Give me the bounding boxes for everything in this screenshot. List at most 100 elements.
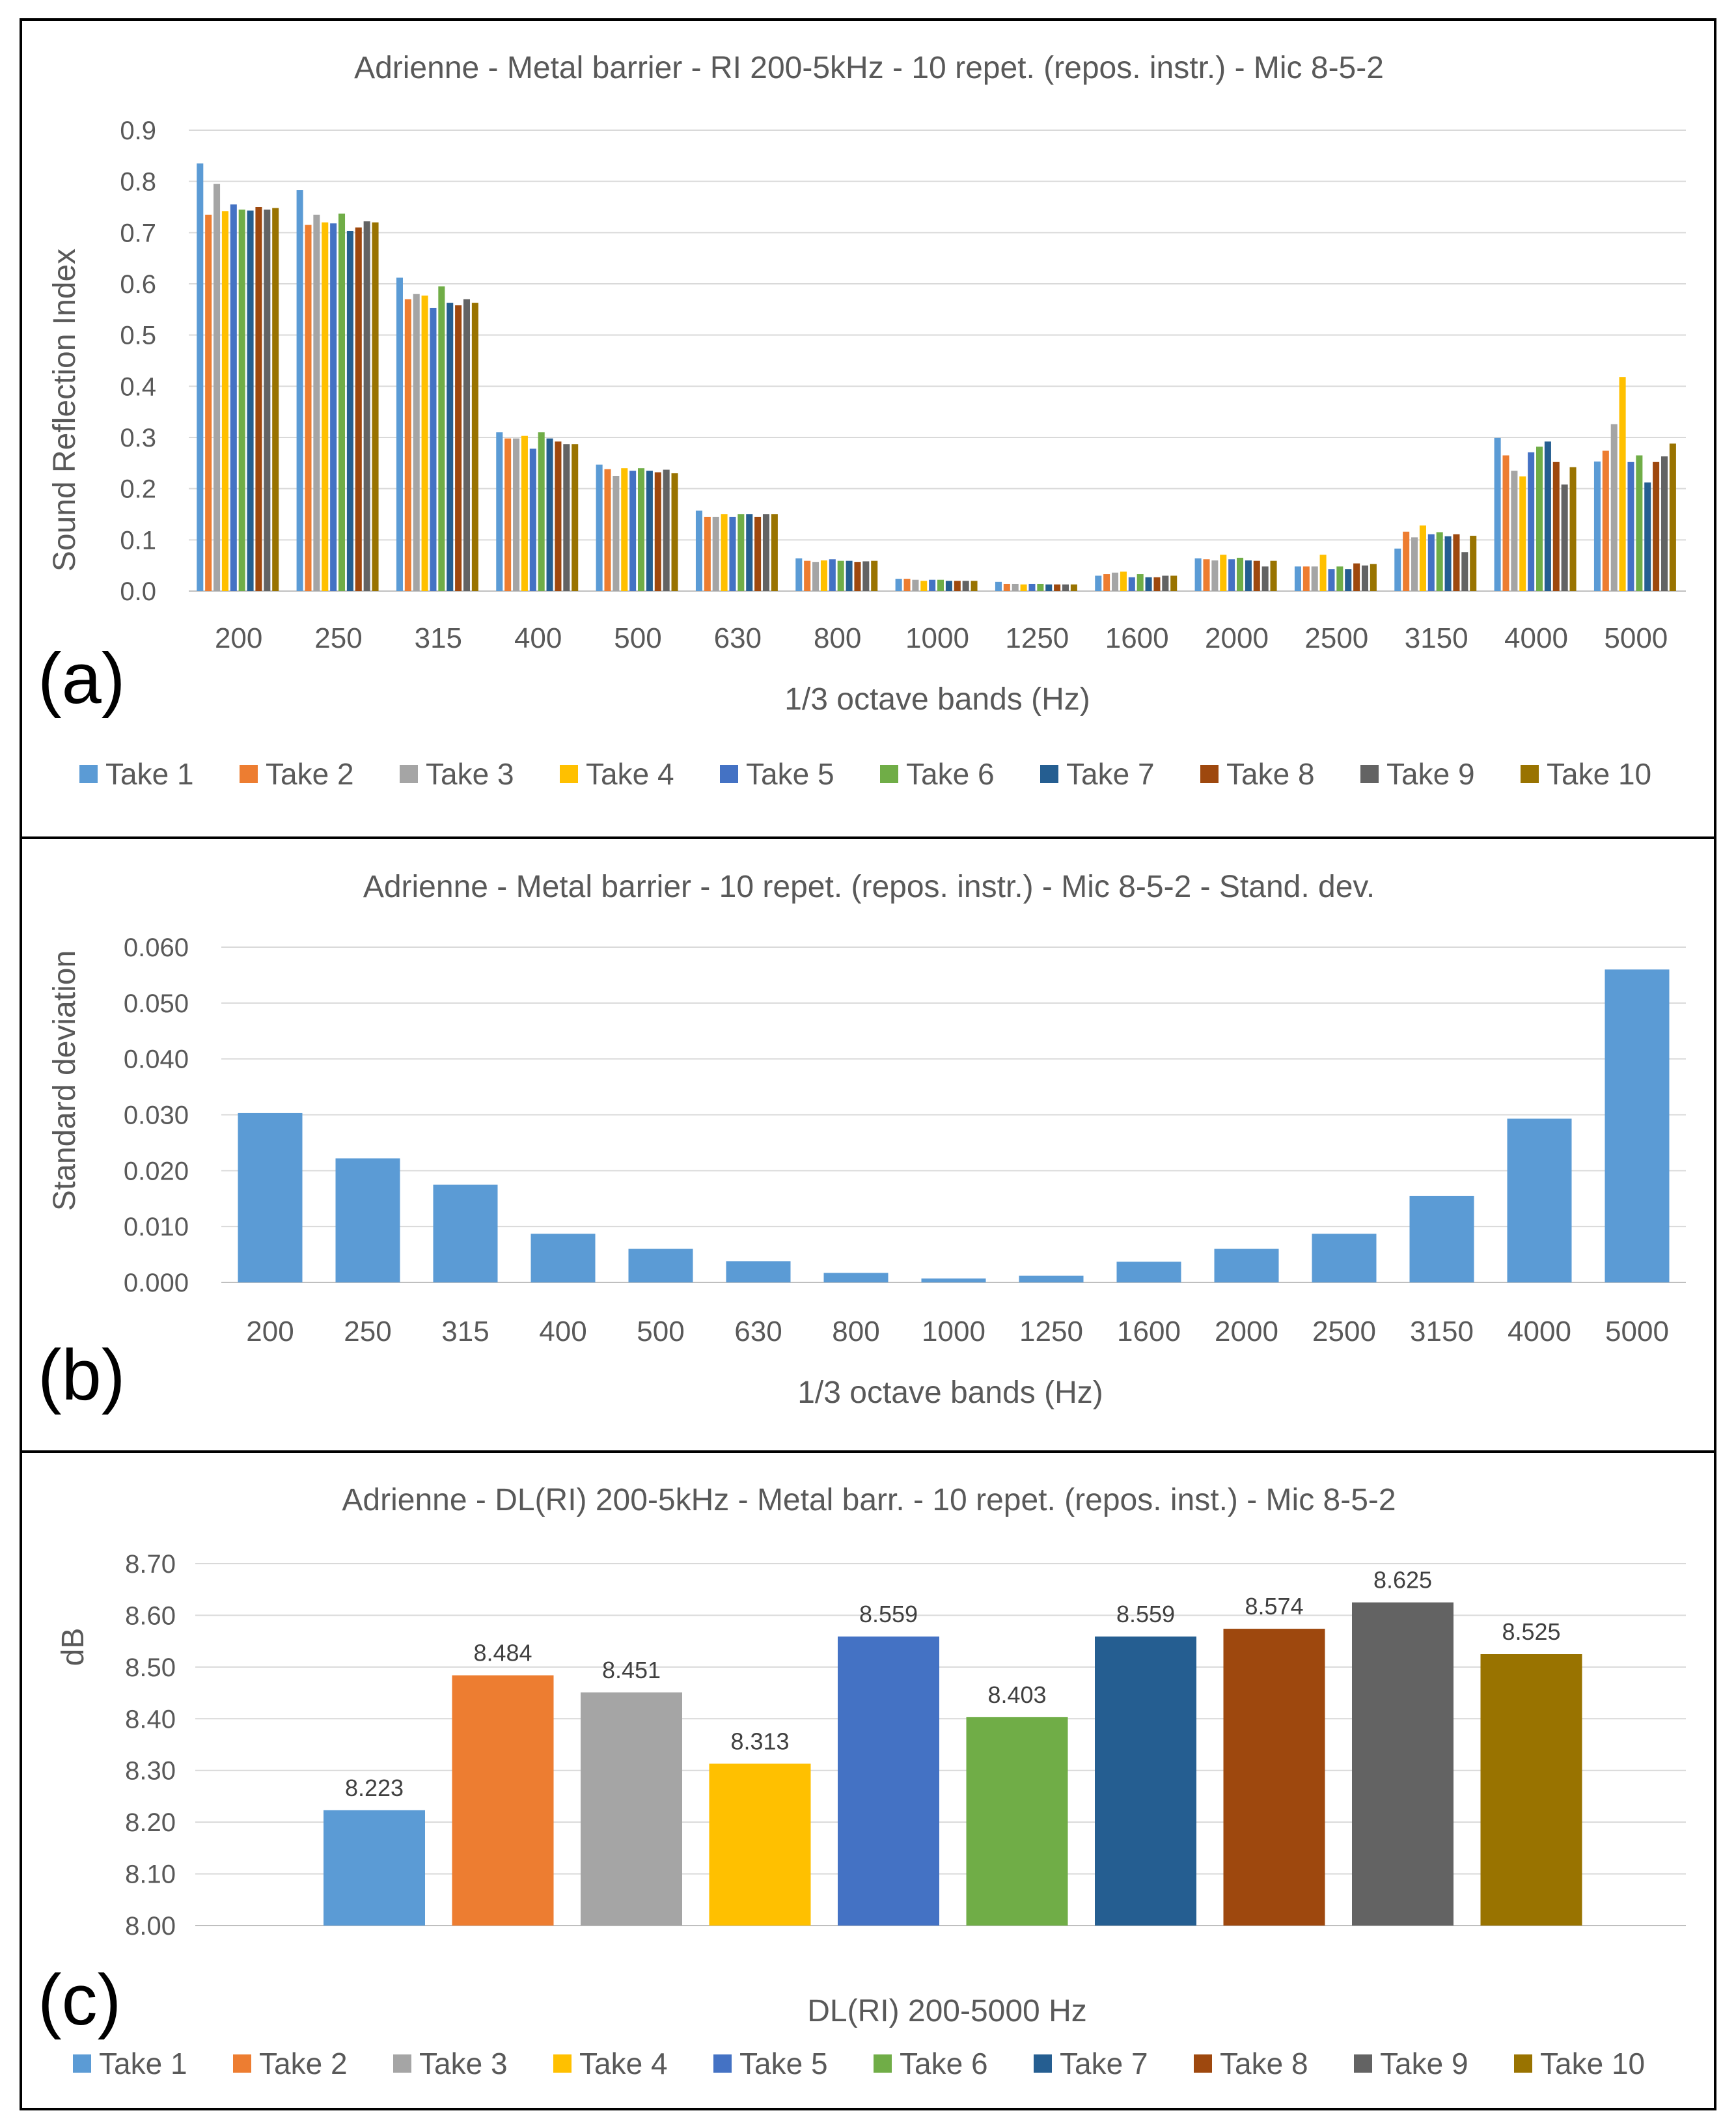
std-dev-bar <box>823 1273 889 1282</box>
std-dev-bar <box>1214 1249 1279 1282</box>
legend-label: Take 4 <box>579 2047 668 2080</box>
bar-take-9 <box>563 444 570 591</box>
bar-take-7 <box>1095 1636 1196 1926</box>
bar-take-10 <box>1569 467 1577 591</box>
legend-label: Take 6 <box>900 2047 988 2080</box>
bar-take-2 <box>1103 574 1110 591</box>
bar-take-8 <box>754 516 762 591</box>
bar-take-1 <box>1194 558 1202 591</box>
bar-take-9 <box>1162 575 1169 591</box>
bar-take-2 <box>452 1675 554 1926</box>
category-label: 200 <box>246 1316 294 1347</box>
bar-take-6 <box>1536 447 1543 591</box>
category-label: 3150 <box>1405 622 1468 654</box>
legend-label: Take 9 <box>1386 757 1475 791</box>
y-tick-label: 0.2 <box>120 475 156 504</box>
bar-take-10 <box>1480 1654 1582 1926</box>
category-label: 2500 <box>1304 622 1368 654</box>
legend-label: Take 5 <box>746 757 834 791</box>
y-tick-label: 0.6 <box>120 270 156 299</box>
legend-label: Take 1 <box>105 757 194 791</box>
bar-take-7 <box>1644 482 1651 591</box>
chart-a-title: Adrienne - Metal barrier - RI 200-5kHz -… <box>354 51 1384 85</box>
chart-b-xlabel: 1/3 octave bands (Hz) <box>797 1375 1103 1410</box>
category-label: 250 <box>344 1316 391 1347</box>
chart-a-category-labels: 200 250 315 400 500 630 800 1000 1250 1600 2000 250… <box>215 622 1668 654</box>
category-label: 5000 <box>1605 1316 1669 1347</box>
y-tick-label: 0.0 <box>120 577 156 606</box>
bar-take-10 <box>871 560 878 591</box>
bar-take-4 <box>721 514 728 591</box>
y-tick-label: 0.010 <box>124 1213 189 1241</box>
bar-take-8 <box>1552 462 1560 591</box>
category-label: 1250 <box>1019 1316 1083 1347</box>
data-label: 8.525 <box>1502 1618 1560 1645</box>
y-tick-label: 8.10 <box>125 1860 176 1889</box>
bar-take-4 <box>1020 584 1027 591</box>
bar-take-1 <box>596 464 603 591</box>
bar-take-3 <box>413 294 420 591</box>
category-label: 800 <box>832 1316 879 1347</box>
bar-take-3 <box>1012 583 1019 591</box>
bar-take-4 <box>1319 555 1327 591</box>
legend-swatch <box>720 765 738 783</box>
bar-take-5 <box>1228 559 1235 591</box>
category-label: 1600 <box>1105 622 1169 654</box>
legend-swatch <box>553 2054 572 2073</box>
bar-take-10 <box>771 514 778 591</box>
legend-label: Take 3 <box>419 2047 508 2080</box>
bar-take-8 <box>1223 1629 1325 1926</box>
bar-take-3 <box>1311 566 1318 591</box>
y-tick-label: 0.5 <box>120 322 156 350</box>
bar-take-7 <box>846 560 853 591</box>
bar-take-6 <box>238 209 245 591</box>
bar-take-5 <box>829 559 836 591</box>
bar-take-4 <box>820 560 827 591</box>
category-label: 1250 <box>1005 622 1069 654</box>
chart-c-y-ticks: 8.00 8.10 8.20 8.30 8.40 8.50 8.60 8.70 <box>125 1550 176 1941</box>
panel-label-b: (b) <box>38 1335 125 1415</box>
bar-take-1 <box>496 432 503 591</box>
bar-take-10 <box>1669 443 1676 591</box>
bar-take-4 <box>221 211 228 591</box>
chart-c-data-labels: 8.223 8.484 8.451 8.313 8.559 8.403 8.559 8.574… <box>345 1567 1561 1801</box>
bar-take-3 <box>812 562 820 591</box>
y-tick-label: 8.60 <box>125 1601 176 1630</box>
panel-label-a: (a) <box>38 639 125 719</box>
legend-swatch <box>79 765 98 783</box>
bar-take-6 <box>937 579 944 591</box>
bar-take-9 <box>1660 456 1668 591</box>
y-tick-label: 0.030 <box>124 1101 189 1130</box>
bar-take-1 <box>396 277 403 591</box>
bar-take-6 <box>338 214 346 591</box>
category-label: 400 <box>539 1316 586 1347</box>
bar-take-4 <box>1419 525 1426 591</box>
y-tick-label: 8.00 <box>125 1912 176 1941</box>
bar-take-10 <box>1170 575 1178 591</box>
bar-take-10 <box>1270 560 1277 591</box>
legend-swatch <box>1040 765 1058 783</box>
category-label: 2500 <box>1312 1316 1376 1347</box>
bar-take-6 <box>737 514 745 591</box>
legend-label: Take 7 <box>1066 757 1155 791</box>
data-label: 8.559 <box>1116 1601 1175 1627</box>
bar-take-9 <box>264 209 271 591</box>
bar-take-5 <box>1328 569 1335 591</box>
bar-take-9 <box>1561 484 1568 591</box>
bar-take-9 <box>1062 584 1069 591</box>
chart-a-xlabel: 1/3 octave bands (Hz) <box>784 682 1090 717</box>
data-label: 8.625 <box>1373 1567 1432 1594</box>
bar-take-8 <box>355 227 362 591</box>
bar-take-9 <box>1361 565 1369 591</box>
bar-take-2 <box>604 469 611 591</box>
bar-take-7 <box>746 514 753 591</box>
legend-label: Take 2 <box>266 757 354 791</box>
y-tick-label: 8.40 <box>125 1705 176 1734</box>
bar-take-8 <box>854 562 861 591</box>
bar-take-7 <box>1544 441 1551 591</box>
y-tick-label: 0.4 <box>120 372 156 401</box>
bar-take-7 <box>247 210 254 591</box>
bar-take-1 <box>1294 566 1301 591</box>
bar-take-2 <box>205 214 212 591</box>
bar-take-8 <box>654 472 661 591</box>
